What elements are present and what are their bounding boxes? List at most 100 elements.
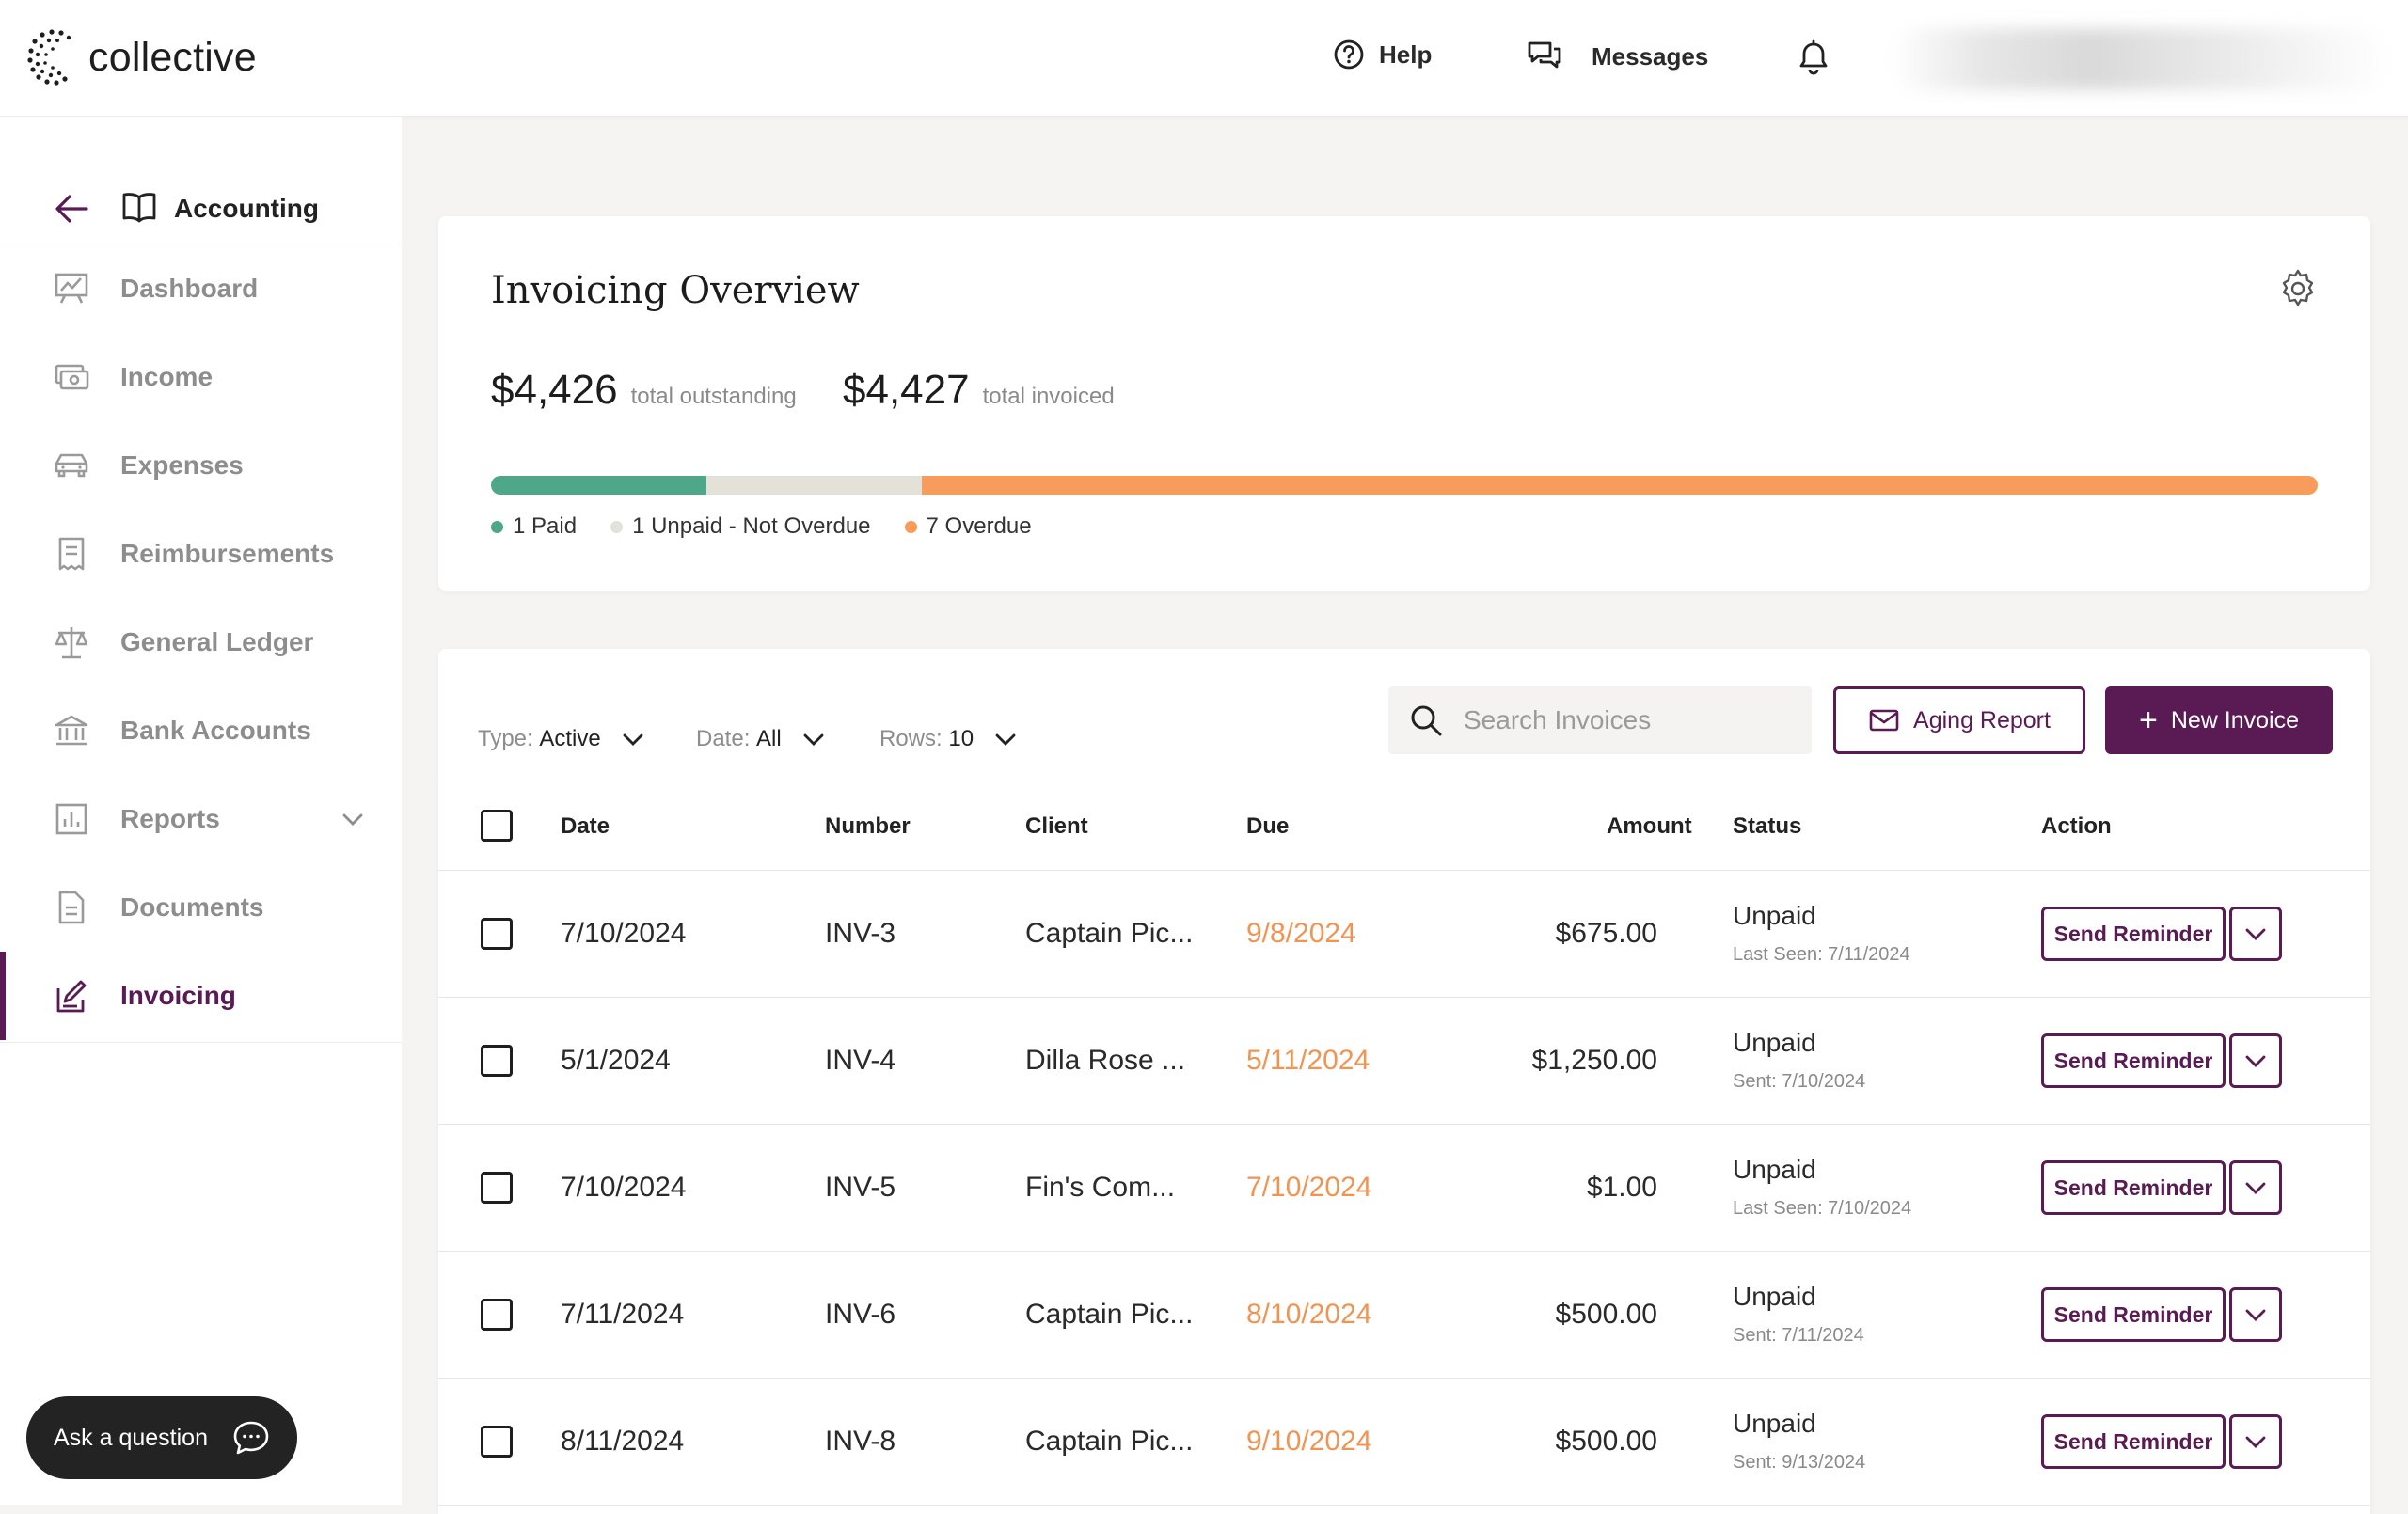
type-filter-value: Active xyxy=(539,726,601,751)
sidebar-item-label: Dashboard xyxy=(120,274,259,303)
row-actions-dropdown[interactable] xyxy=(2229,1160,2282,1215)
row-checkbox[interactable] xyxy=(481,918,513,950)
invoice-number[interactable]: INV-5 xyxy=(825,1172,896,1203)
receipt-icon xyxy=(58,537,85,571)
sidebar-item-general-ledger[interactable]: General Ledger xyxy=(0,598,402,686)
help-icon xyxy=(1334,39,1364,70)
new-invoice-button[interactable]: + New Invoice xyxy=(2105,686,2333,754)
column-header-due[interactable]: Due xyxy=(1246,813,1290,839)
row-actions-dropdown[interactable] xyxy=(2229,1287,2282,1342)
sidebar-item-label: Bank Accounts xyxy=(120,716,311,745)
rows-filter-value: 10 xyxy=(948,726,974,751)
table-row[interactable]: 8/11/2024 INV-8 Captain Pic... 9/10/2024 $50… xyxy=(438,1379,2370,1506)
chart-board-icon xyxy=(55,273,88,304)
ask-question-button[interactable]: Ask a question xyxy=(26,1396,297,1479)
row-checkbox[interactable] xyxy=(481,1426,513,1458)
rows-filter-dropdown[interactable]: Rows: 10 xyxy=(879,726,1017,752)
top-bar: collective Help Messages xyxy=(0,0,2408,117)
car-icon xyxy=(55,453,88,478)
send-reminder-button[interactable]: Send Reminder xyxy=(2041,1033,2226,1088)
invoice-due-date: 9/10/2024 xyxy=(1246,1426,1372,1457)
book-icon xyxy=(122,193,156,223)
sidebar-item-income[interactable]: Income xyxy=(0,333,402,421)
sidebar-item-label: Income xyxy=(120,362,214,391)
row-checkbox[interactable] xyxy=(481,1299,513,1331)
invoice-amount: $1.00 xyxy=(1586,1172,1657,1203)
invoice-number[interactable]: INV-8 xyxy=(825,1426,896,1457)
collective-logo-icon xyxy=(27,29,71,86)
invoice-date: 7/10/2024 xyxy=(561,1172,687,1203)
table-row[interactable]: 7/11/2024 INV-6 Captain Pic... 8/10/2024 $50… xyxy=(438,1252,2370,1379)
column-header-status[interactable]: Status xyxy=(1733,813,1802,839)
select-all-checkbox[interactable] xyxy=(481,810,513,842)
help-link[interactable]: Help xyxy=(1332,38,1432,71)
table-row[interactable]: 7/10/2024 INV-5 Fin's Com... 7/10/2024 $1.00… xyxy=(438,1125,2370,1252)
chevron-down-icon[interactable] xyxy=(341,809,365,829)
chevron-down-icon xyxy=(2245,1309,2266,1321)
total-invoiced-stat: $4,427 total invoiced xyxy=(843,367,1115,414)
date-filter-key: Date: xyxy=(696,726,751,751)
scale-icon xyxy=(55,627,88,659)
sidebar-item-reports[interactable]: Reports xyxy=(0,775,402,863)
notifications-bell-icon[interactable] xyxy=(1795,39,1832,77)
help-label: Help xyxy=(1379,39,1433,69)
invoicing-overview-card: Invoicing Overview $4,426 total outstand… xyxy=(438,216,2370,591)
aging-report-label: Aging Report xyxy=(1913,706,2051,733)
search-input[interactable] xyxy=(1464,705,1802,735)
table-row[interactable]: 5/1/2024 INV-4 Dilla Rose ... 5/11/2024 $1,2… xyxy=(438,998,2370,1125)
sidebar-item-invoicing[interactable]: Invoicing xyxy=(0,952,402,1040)
legend-label: 7 Overdue xyxy=(926,513,1032,539)
sidebar-item-expenses[interactable]: Expenses xyxy=(0,421,402,510)
invoice-date: 7/10/2024 xyxy=(561,918,687,949)
column-header-client[interactable]: Client xyxy=(1025,813,1088,839)
back-arrow-icon[interactable] xyxy=(53,192,90,226)
invoice-due-date: 7/10/2024 xyxy=(1246,1172,1372,1203)
invoice-number[interactable]: INV-6 xyxy=(825,1299,896,1330)
sidebar-item-bank-accounts[interactable]: Bank Accounts xyxy=(0,686,402,775)
send-reminder-button[interactable]: Send Reminder xyxy=(2041,1160,2226,1215)
row-actions-dropdown[interactable] xyxy=(2229,907,2282,961)
gear-icon[interactable] xyxy=(2276,267,2320,310)
invoice-status: Unpaid xyxy=(1733,1155,1816,1184)
column-header-number[interactable]: Number xyxy=(825,813,911,839)
sidebar-item-documents[interactable]: Documents xyxy=(0,863,402,952)
row-actions-dropdown[interactable] xyxy=(2229,1414,2282,1469)
type-filter-dropdown[interactable]: Type: Active xyxy=(478,726,644,752)
aging-report-button[interactable]: Aging Report xyxy=(1833,686,2085,754)
sidebar-item-reimbursements[interactable]: Reimbursements xyxy=(0,510,402,598)
logo[interactable]: collective xyxy=(26,26,257,88)
progress-legend: 1 Paid 1 Unpaid - Not Overdue 7 Overdue xyxy=(491,513,1066,540)
invoice-number[interactable]: INV-3 xyxy=(825,918,896,949)
sidebar-title: Accounting xyxy=(174,194,319,223)
invoice-due-date: 5/11/2024 xyxy=(1246,1045,1370,1076)
send-reminder-button[interactable]: Send Reminder xyxy=(2041,907,2226,961)
row-checkbox[interactable] xyxy=(481,1045,513,1077)
invoice-client: Fin's Com... xyxy=(1025,1172,1176,1203)
send-reminder-button[interactable]: Send Reminder xyxy=(2041,1414,2226,1469)
row-actions-dropdown[interactable] xyxy=(2229,1033,2282,1088)
chevron-down-icon xyxy=(2245,928,2266,940)
sidebar-divider xyxy=(0,1042,402,1043)
column-header-amount[interactable]: Amount xyxy=(1607,813,1692,839)
bank-icon xyxy=(55,715,88,746)
row-checkbox[interactable] xyxy=(481,1172,513,1204)
messages-link[interactable]: Messages xyxy=(1526,38,1708,75)
sidebar-item-dashboard[interactable]: Dashboard xyxy=(0,244,402,333)
send-reminder-button[interactable]: Send Reminder xyxy=(2041,1287,2226,1342)
date-filter-dropdown[interactable]: Date: All xyxy=(696,726,825,752)
column-header-date[interactable]: Date xyxy=(561,813,610,839)
invoice-client: Captain Pic... xyxy=(1025,1426,1194,1457)
table-header: Date Number Client Due Amount Status Act… xyxy=(438,781,2370,871)
table-row[interactable]: 7/10/2024 INV-3 Captain Pic... 9/8/2024 $675… xyxy=(438,871,2370,998)
invoice-number[interactable]: INV-4 xyxy=(825,1045,896,1076)
envelope-icon xyxy=(1869,709,1899,732)
chevron-down-icon xyxy=(623,733,643,746)
chevron-down-icon xyxy=(2245,1182,2266,1194)
invoice-amount: $1,250.00 xyxy=(1531,1045,1657,1076)
user-profile-menu[interactable] xyxy=(1891,28,2389,90)
legend-item-overdue: 7 Overdue xyxy=(904,513,1032,540)
invoice-client: Captain Pic... xyxy=(1025,1299,1194,1330)
bar-chart-icon xyxy=(55,803,87,835)
type-filter-key: Type: xyxy=(478,726,533,751)
legend-item-unpaid: 1 Unpaid - Not Overdue xyxy=(610,513,871,540)
